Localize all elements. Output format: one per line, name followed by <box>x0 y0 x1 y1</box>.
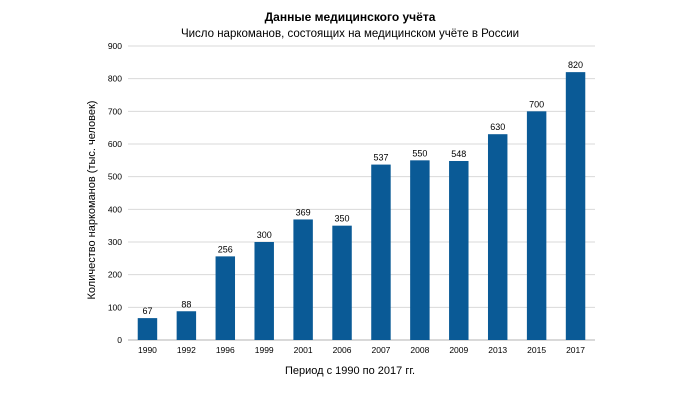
bar-2013 <box>487 134 508 340</box>
data-label-2001: 369 <box>296 207 311 217</box>
x-tick-label: 2013 <box>488 345 507 355</box>
data-label-1990: 67 <box>142 306 152 316</box>
bar-2001 <box>293 219 313 340</box>
x-tick-label: 2007 <box>371 345 390 355</box>
chart-title: Данные медицинского учёта <box>264 10 436 24</box>
bar-2009 <box>449 160 469 340</box>
y-axis-ticks: 0 100 200 300 400 500 600 700 800 900 <box>108 41 122 345</box>
data-label-1999: 300 <box>257 230 272 240</box>
x-tick-label: 1992 <box>177 345 196 355</box>
bar-1999 <box>254 242 274 340</box>
x-tick-label: 2017 <box>566 345 585 355</box>
data-label-1996: 256 <box>218 244 233 254</box>
y-tick-label: 700 <box>108 106 122 116</box>
x-axis-label: Период с 1990 по 2017 гг. <box>284 365 416 377</box>
y-tick-label: 500 <box>108 172 122 182</box>
y-axis-label: Количество наркоманов (тыс. человек) <box>86 100 98 300</box>
x-tick-label: 2006 <box>333 345 352 355</box>
y-tick-label: 0 <box>117 335 122 345</box>
x-tick-label: 1996 <box>216 345 235 355</box>
x-tick-label: 2001 <box>294 345 313 355</box>
data-label-2015: 700 <box>529 99 544 109</box>
bar-2008 <box>410 160 430 340</box>
y-tick-label: 800 <box>108 74 122 84</box>
x-tick-label: 1990 <box>138 345 157 355</box>
data-label-2008: 550 <box>412 148 427 158</box>
bar-2017 <box>565 72 586 340</box>
bars <box>137 72 586 340</box>
data-label-1992: 88 <box>181 299 191 309</box>
y-tick-label: 200 <box>108 270 122 280</box>
y-tick-label: 400 <box>108 204 122 214</box>
bar-2007 <box>371 164 391 340</box>
x-axis-ticks: 1990 1992 1996 1999 2001 2006 2007 2008 2009 2013… <box>138 345 585 355</box>
y-tick-label: 600 <box>108 139 122 149</box>
data-label-2009: 548 <box>451 149 466 159</box>
bar-1992 <box>176 311 197 340</box>
data-label-2017: 820 <box>568 60 583 70</box>
bar-1996 <box>215 256 236 340</box>
chart-subtitle: Число наркоманов, состоящих на медицинск… <box>180 28 520 40</box>
y-tick-label: 900 <box>108 41 122 51</box>
data-label-2006: 350 <box>335 214 350 224</box>
data-labels: 67 88 256 300 369 350 537 550 548 630 700 820 <box>142 60 583 316</box>
x-tick-label: 2008 <box>410 345 429 355</box>
y-tick-label: 100 <box>108 302 122 312</box>
x-tick-label: 2009 <box>449 345 468 355</box>
data-label-2013: 630 <box>490 122 505 132</box>
y-tick-label: 300 <box>108 237 122 247</box>
bar-2006 <box>332 225 352 340</box>
data-label-2007: 537 <box>373 153 388 163</box>
x-tick-label: 1999 <box>255 345 274 355</box>
bar-1990 <box>137 318 158 340</box>
x-tick-label: 2015 <box>527 345 546 355</box>
bar-2015 <box>526 111 547 340</box>
grid-lines <box>128 45 595 341</box>
